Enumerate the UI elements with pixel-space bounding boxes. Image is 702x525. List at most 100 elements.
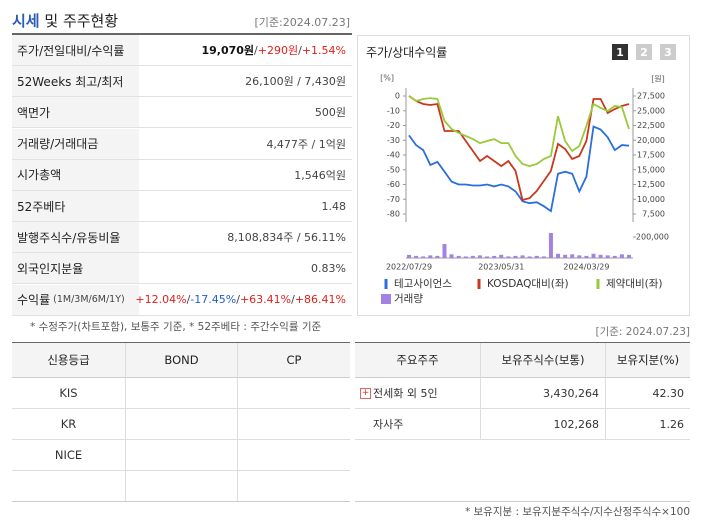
label: 발행주식수/유동비율 [17, 230, 121, 245]
label: 거래량/거래대금 [17, 137, 99, 152]
y2-tick-label: 22,500 [637, 121, 665, 130]
holders-date: [기준: 2024.07.23] [595, 326, 690, 338]
chart-title: 주가/상대수익률 [366, 46, 447, 60]
x-tick-label: 2022/07/29 [386, 263, 432, 272]
header-cell: BOND [125, 343, 237, 378]
table-cell [237, 470, 350, 502]
tab[interactable] [636, 44, 652, 60]
y2-tick-label: 25,000 [637, 106, 665, 115]
volume-bar [563, 254, 568, 258]
line-series [408, 95, 630, 168]
volume-bar [619, 254, 624, 258]
value-part: 500원 [314, 106, 346, 120]
cell-text: 42.30 [652, 386, 685, 400]
volume-bar [421, 256, 426, 258]
table-cell [125, 470, 237, 502]
row-value: 500원 [139, 97, 352, 129]
value-part: +63.41% [239, 293, 292, 307]
value-part: 8,108,834주 / 56.11% [227, 231, 346, 245]
chart-panel: 주가/상대수익률 1 2 3 [%] [원] 0 -10 -20 -30 -40 -50 -60 -70 -… [357, 35, 690, 316]
volume-bar [407, 254, 411, 258]
label: 외국인지분율 [17, 261, 84, 276]
volume-bar [456, 255, 461, 258]
quote-table: 주가/전일대비/수익률 19,070원 / +290원 / +1.54% 52Wee… [12, 35, 352, 316]
volume-bar [556, 253, 561, 258]
row-value: 1.48 [139, 191, 352, 222]
legend-label: 테고사이언스 [394, 278, 452, 290]
subtitle: 및 주주현황 [44, 12, 119, 30]
y-tick-label: -40 [387, 151, 400, 160]
value-part: 26,100원 / 7,430원 [245, 75, 346, 89]
vol-tick-label: 200,000 [636, 233, 669, 242]
tab-label[interactable]: 3 [664, 46, 672, 59]
row-label: 액면가 [12, 97, 139, 129]
volume-bar [584, 255, 589, 258]
volume-bar [442, 244, 447, 258]
row-value: 8,108,834주 / 56.11% [139, 222, 352, 254]
table-cell [12, 470, 125, 501]
volume-bar [527, 256, 532, 258]
value-part: 1.48 [321, 199, 347, 213]
row-value: 19,070원 / +290원 / +1.54% [139, 35, 352, 66]
table-cell: 3,430,264 [480, 378, 605, 409]
legend-swatch [381, 294, 391, 304]
value-part: -17.45% [190, 293, 237, 307]
legend-swatch [384, 279, 388, 289]
tab-label[interactable]: 1 [616, 46, 624, 59]
value-part: / [298, 43, 302, 57]
value-part: +290원 [257, 44, 299, 57]
row-label: 52주베타 [12, 191, 139, 222]
label: 수익률 [17, 293, 51, 308]
rating-table: 신용등급 BOND CP KIS KR NICE [12, 342, 350, 502]
holders-note: * 보유지분 : 보유지분주식수/지수산정주식수×100 [464, 506, 690, 518]
cell-text: 102,268 [553, 417, 600, 431]
table-cell [237, 439, 350, 471]
row-label: 발행주식수/유동비율 [12, 222, 139, 254]
tab[interactable] [612, 44, 628, 60]
y2-tick-label: 20,000 [637, 136, 665, 145]
y-tick-label: -80 [387, 210, 400, 219]
header-cell: 주요주주 [355, 343, 480, 378]
row-value: 4,477주 / 1억원 [139, 129, 352, 160]
y2-tick-label: 10,000 [637, 195, 665, 204]
volume-bar [428, 255, 433, 258]
volume-bar [520, 255, 525, 258]
value-part: 1,546억원 [294, 168, 346, 182]
row-value: 1,546억원 [139, 160, 352, 191]
table-cell [125, 378, 237, 409]
y2-axis-unit: [원] [651, 75, 665, 84]
title: 시세 [12, 12, 40, 30]
y-tick-label: 0 [395, 92, 400, 101]
header-cell: 신용등급 [12, 343, 125, 378]
table-cell: 자사주 [355, 409, 480, 440]
value-part: +12.04% [135, 293, 187, 307]
y2-tick-label: 12,500 [637, 180, 665, 189]
table-cell: 1.26 [605, 409, 690, 440]
volume-bar [541, 256, 546, 258]
cell-text: 전세화 외 5인 [373, 387, 438, 400]
table-cell: 102,268 [480, 409, 605, 440]
row-value: 26,100원 / 7,430원 [139, 66, 352, 98]
value-part: 19,070원 [201, 44, 255, 57]
volume-bar [477, 255, 482, 258]
note: * 수정주가(차트포함), 보통주 기준, * 52주베타 : 주간수익률 기준 [30, 321, 322, 333]
tab[interactable] [660, 44, 676, 60]
legend-label: KOSDAQ대비(좌) [487, 278, 569, 290]
volume-bar [435, 255, 440, 258]
tab-label[interactable]: 2 [640, 46, 648, 59]
header-cell: CP [237, 343, 350, 378]
volume-bar [548, 233, 553, 258]
volume-bar [534, 255, 539, 258]
y-tick-label: -30 [387, 136, 400, 145]
label-note: (1M/3M/6M/1Y) [53, 294, 125, 306]
volume-bar [470, 255, 475, 258]
expand-button[interactable]: + [360, 388, 371, 399]
row-label: 수익률 (1M/3M/6M/1Y) [12, 284, 139, 316]
chart: 주가/상대수익률 1 2 3 [%] [원] 0 -10 -20 -30 -40 -50 -60 -70 -… [366, 44, 676, 305]
y-axis-unit: [%] [380, 74, 394, 83]
label: 시가총액 [17, 168, 62, 183]
row-label: 외국인지분율 [12, 253, 139, 285]
label: 52주베타 [17, 199, 66, 214]
date: [기준:2024.07.23] [254, 16, 350, 29]
